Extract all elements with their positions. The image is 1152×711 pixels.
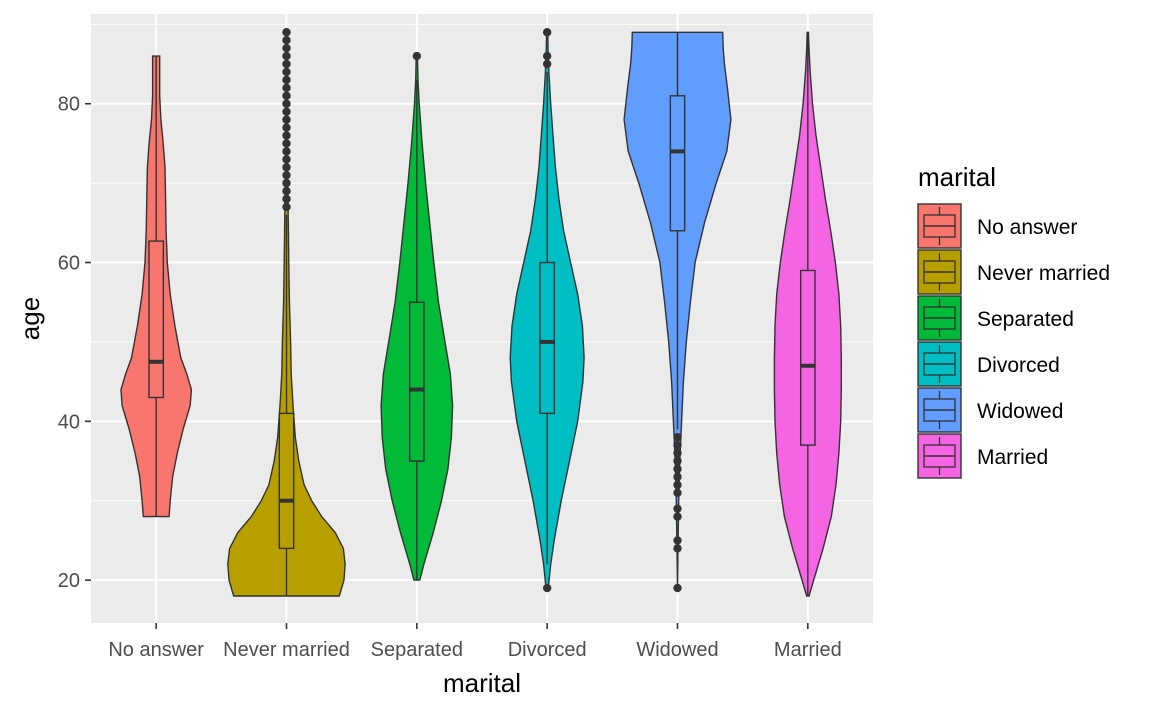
legend-label: Never married	[977, 262, 1110, 285]
outlier-point	[282, 163, 291, 172]
legend-label: No answer	[977, 216, 1077, 239]
outlier-point	[673, 480, 682, 490]
x-tick-label-divorced: Divorced	[508, 639, 587, 661]
x-tick-label-widowed: Widowed	[636, 639, 718, 661]
outlier-point	[282, 107, 291, 116]
outlier-point	[282, 186, 291, 196]
outlier-point	[282, 123, 291, 132]
outlier-point	[282, 194, 291, 204]
outlier-point	[673, 488, 682, 497]
violin-group-divorced	[509, 28, 585, 593]
outlier-point	[282, 59, 291, 69]
x-tick-label-no-answer: No answer	[108, 639, 204, 661]
outlier-point	[673, 448, 682, 458]
legend-item-never-married: Never married	[917, 249, 1110, 295]
legend-item-divorced: Divorced	[917, 341, 1060, 387]
x-tick-label-married: Married	[774, 639, 842, 661]
legend-item-separated: Separated	[917, 295, 1074, 341]
legend-label: Married	[977, 446, 1048, 469]
x-axis-title: marital	[443, 668, 521, 698]
outlier-point	[673, 583, 682, 593]
outlier-point	[282, 36, 291, 45]
outlier-point	[282, 139, 291, 148]
outlier-point	[282, 43, 291, 53]
outlier-point	[282, 170, 291, 180]
outlier-point	[673, 544, 682, 553]
box-no-answer	[148, 240, 165, 399]
outlier-point	[673, 536, 682, 545]
outlier-point	[282, 51, 291, 61]
legend-label: Divorced	[977, 354, 1060, 377]
legend: marital No answer Never married Separated D…	[917, 162, 1110, 479]
outlier-point	[282, 131, 291, 140]
y-tick-label: 40	[58, 411, 80, 433]
box-never-married	[278, 412, 295, 550]
box-separated	[408, 301, 425, 462]
outlier-point	[673, 472, 682, 482]
y-tick-label: 60	[58, 253, 80, 275]
violin-group-widowed	[623, 31, 732, 593]
legend-label: Widowed	[977, 400, 1063, 423]
outlier-point	[282, 75, 291, 85]
outlier-point	[542, 51, 552, 61]
box-married	[799, 269, 816, 446]
box-divorced	[539, 261, 556, 415]
outlier-point	[282, 115, 291, 124]
outlier-point	[282, 91, 291, 100]
outlier-point	[542, 28, 552, 37]
legend-item-married: Married	[917, 433, 1048, 479]
legend-item-widowed: Widowed	[917, 387, 1063, 433]
violins-layer	[120, 28, 842, 597]
outlier-point	[282, 202, 291, 212]
violin-group-separated	[380, 51, 454, 581]
outlier-point	[542, 583, 552, 593]
outlier-point	[542, 59, 552, 69]
outlier-point	[282, 67, 291, 77]
legend-label: Separated	[977, 308, 1074, 331]
box-widowed	[669, 95, 686, 232]
outlier-point	[412, 51, 422, 61]
y-axis: 20 40 60 80	[58, 94, 91, 592]
y-tick-label: 80	[58, 94, 80, 116]
outlier-point	[673, 512, 682, 521]
outlier-point	[282, 99, 291, 108]
outlier-point	[673, 440, 682, 450]
outlier-point	[282, 155, 291, 164]
x-axis: No answer Never married Separated Divorced W…	[108, 623, 842, 661]
legend-title: marital	[918, 162, 996, 192]
legend-item-no-answer: No answer	[917, 203, 1077, 249]
outlier-point	[282, 83, 291, 93]
plot-panel	[91, 14, 873, 623]
outlier-point	[282, 178, 291, 188]
violin-group-no-answer	[120, 55, 193, 518]
outlier-point	[673, 456, 682, 466]
violin-group-married	[773, 31, 842, 597]
outlier-point	[673, 433, 682, 442]
x-tick-label-separated: Separated	[371, 639, 463, 661]
y-tick-label: 20	[58, 570, 80, 592]
outlier-point	[673, 464, 682, 474]
x-tick-label-never-married: Never married	[223, 639, 350, 661]
outlier-point	[282, 147, 291, 156]
violin-group-never-married	[227, 28, 346, 597]
y-axis-title: age	[15, 297, 45, 340]
outlier-point	[282, 28, 291, 37]
outlier-point	[673, 504, 682, 513]
